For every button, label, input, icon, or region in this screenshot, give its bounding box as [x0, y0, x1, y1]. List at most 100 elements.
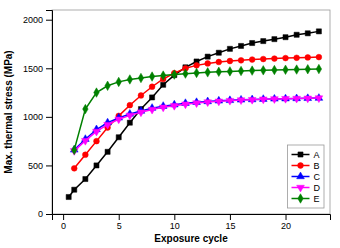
legend-marker	[298, 152, 303, 157]
legend-marker	[297, 185, 305, 192]
x-axis: 0 5 10 15 20	[53, 214, 331, 231]
x-tick: 10	[170, 214, 180, 231]
legend-label: A	[314, 150, 320, 160]
x-tick: 15	[225, 214, 235, 231]
legend-entry: C	[292, 172, 321, 182]
legend-entry: D	[292, 183, 321, 193]
data-point	[72, 145, 77, 154]
data-point	[259, 97, 267, 104]
data-point	[216, 59, 222, 65]
plot-frame	[52, 10, 330, 214]
series-line	[74, 98, 319, 151]
x-tick: 5	[117, 214, 122, 231]
series	[71, 54, 321, 171]
data-point	[227, 58, 233, 64]
data-point	[161, 82, 166, 87]
data-point	[137, 110, 145, 117]
data-point	[127, 102, 133, 108]
y-tick-label: 500	[28, 161, 43, 171]
y-tick: 1000	[23, 112, 52, 122]
data-point	[238, 66, 243, 75]
x-tick-label: 20	[281, 221, 291, 231]
x-tick: 0	[61, 214, 66, 231]
x-tick-mark	[230, 214, 231, 220]
data-point	[182, 102, 190, 109]
x-axis-line	[53, 215, 331, 221]
data-point	[205, 54, 210, 59]
data-point	[71, 165, 77, 171]
data-point	[216, 67, 221, 76]
data-point	[126, 113, 134, 120]
data-point	[249, 57, 255, 63]
y-tick: 2000	[23, 15, 52, 25]
data-point	[127, 120, 132, 125]
data-point	[83, 104, 88, 113]
data-point	[104, 122, 112, 129]
data-point	[316, 54, 322, 60]
data-point	[261, 66, 266, 75]
data-point	[93, 129, 101, 136]
data-point	[194, 62, 200, 68]
data-point	[226, 98, 234, 105]
data-point	[261, 39, 266, 44]
y-tick: 500	[28, 161, 52, 171]
series	[70, 94, 322, 152]
data-point	[227, 46, 232, 51]
data-point	[116, 77, 121, 86]
data-point	[272, 37, 277, 42]
y-tick-mark	[46, 117, 52, 118]
legend-label: D	[314, 183, 321, 193]
data-point	[94, 163, 99, 168]
data-point	[293, 96, 301, 103]
data-point	[115, 117, 123, 124]
data-point	[116, 135, 121, 140]
data-point	[248, 97, 256, 104]
data-point	[238, 43, 243, 48]
legend-frame	[288, 145, 325, 208]
data-point	[316, 64, 321, 73]
x-tick-mark	[286, 214, 287, 220]
legend-label: B	[314, 161, 320, 171]
data-point	[250, 40, 255, 45]
x-tick-label: 10	[170, 221, 180, 231]
y-tick: 0	[38, 209, 52, 219]
data-point	[205, 61, 211, 67]
y-tick: 1500	[23, 64, 52, 74]
data-point	[82, 152, 88, 158]
data-point	[160, 71, 165, 80]
data-point	[138, 73, 143, 82]
legend-marker	[298, 194, 303, 203]
data-point	[94, 88, 99, 97]
data-point	[249, 66, 254, 75]
x-tick-label: 5	[117, 221, 122, 231]
data-point	[271, 97, 279, 104]
data-point	[105, 149, 110, 154]
data-point	[205, 68, 210, 77]
data-point	[94, 138, 100, 144]
data-point	[215, 99, 223, 106]
y-tick-label: 1000	[23, 112, 43, 122]
legend-entry: A	[292, 150, 320, 160]
x-tick-label: 0	[61, 221, 66, 231]
legend-label: C	[314, 172, 321, 182]
data-point	[305, 31, 310, 36]
data-point	[170, 103, 178, 110]
data-point	[83, 176, 88, 181]
data-point	[204, 100, 212, 107]
series	[72, 64, 322, 154]
series	[70, 96, 322, 155]
legend-entry: B	[292, 161, 320, 171]
data-point	[237, 98, 245, 105]
data-point	[283, 55, 289, 61]
series-line	[74, 57, 319, 168]
y-axis-title: Max. thermal stress (MPa)	[3, 50, 14, 173]
data-point	[148, 107, 156, 114]
data-point	[138, 93, 144, 99]
y-tick-label: 1500	[23, 64, 43, 74]
data-point	[172, 70, 177, 79]
y-tick-mark	[46, 165, 52, 166]
data-point	[183, 69, 188, 78]
y-tick-mark	[46, 214, 52, 215]
plot-area	[66, 29, 323, 200]
data-point	[227, 67, 232, 76]
